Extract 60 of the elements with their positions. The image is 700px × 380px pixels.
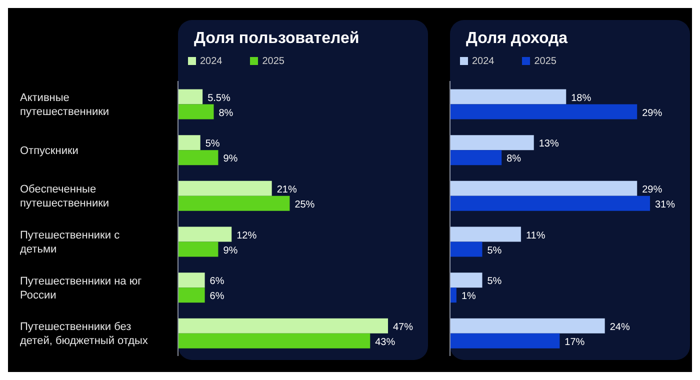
data-label: 5% bbox=[487, 245, 502, 256]
bar bbox=[178, 288, 205, 303]
bar bbox=[178, 272, 205, 288]
data-label: 8% bbox=[218, 108, 234, 119]
bar bbox=[178, 333, 370, 348]
bar bbox=[178, 196, 290, 211]
data-label: 43% bbox=[375, 336, 396, 348]
data-label: 17% bbox=[564, 336, 585, 348]
data-label: 11% bbox=[526, 230, 546, 242]
bar bbox=[450, 272, 482, 288]
y-tick-label: Отпускники bbox=[20, 144, 78, 157]
data-label: 13% bbox=[538, 138, 559, 150]
data-label: 18% bbox=[571, 92, 592, 104]
bar bbox=[450, 104, 638, 120]
data-label: 29% bbox=[642, 108, 662, 119]
bar bbox=[178, 150, 218, 166]
bar bbox=[450, 288, 456, 303]
legend-label: 2025 bbox=[262, 56, 284, 67]
data-label: 31% bbox=[655, 199, 676, 210]
chart-title: Доля дохода bbox=[466, 30, 568, 48]
data-label: 25% bbox=[294, 199, 315, 210]
bar bbox=[450, 150, 502, 166]
bar bbox=[450, 89, 566, 104]
data-label: 9% bbox=[223, 154, 238, 165]
bar bbox=[450, 333, 560, 348]
data-label: 47% bbox=[393, 322, 414, 333]
data-label: 21% bbox=[276, 184, 297, 196]
bar bbox=[450, 226, 521, 242]
data-label: 1% bbox=[461, 291, 476, 302]
bar bbox=[450, 135, 534, 150]
bar bbox=[178, 180, 272, 196]
data-label: 6% bbox=[210, 291, 224, 302]
data-label: 5.5% bbox=[208, 92, 230, 104]
bar bbox=[178, 318, 388, 334]
bar bbox=[178, 242, 218, 257]
legend-label: 2025 bbox=[534, 56, 556, 67]
bar bbox=[450, 242, 482, 257]
bar bbox=[178, 135, 200, 150]
data-label: 6% bbox=[210, 276, 224, 288]
data-label: 12% bbox=[236, 230, 257, 242]
data-label: 29% bbox=[642, 184, 662, 196]
data-label: 5% bbox=[487, 276, 502, 288]
y-tick-label: Путешественники без детей, бюджетный отдых bbox=[20, 321, 148, 348]
y-tick-label: Путешественники на юг России bbox=[20, 275, 142, 302]
chart-title: Доля пользователей bbox=[194, 30, 360, 48]
data-label: 24% bbox=[610, 322, 630, 333]
y-tick-label: Активные путешественники bbox=[20, 92, 110, 118]
y-tick-label: Обеспеченные путешественники bbox=[20, 184, 110, 210]
legend-label: 2024 bbox=[200, 56, 222, 67]
bar bbox=[178, 226, 232, 242]
data-label: 8% bbox=[506, 154, 522, 165]
data-label: 5% bbox=[205, 138, 220, 150]
bar bbox=[450, 180, 638, 196]
y-tick-label: Путешественники с детьми bbox=[20, 229, 120, 256]
bar bbox=[450, 196, 650, 211]
bar bbox=[178, 89, 203, 104]
legend-label: 2024 bbox=[472, 56, 494, 67]
bar bbox=[178, 104, 214, 120]
data-label: 9% bbox=[223, 245, 238, 256]
bar bbox=[450, 318, 605, 334]
